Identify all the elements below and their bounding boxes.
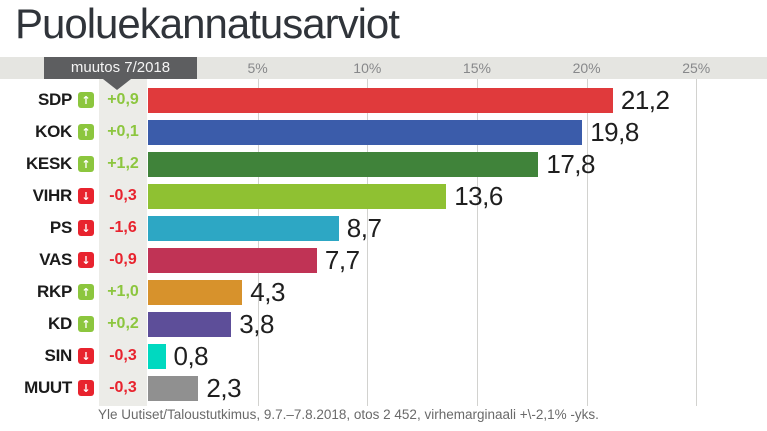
gridline	[696, 79, 697, 406]
axis-tick-label: 15%	[462, 60, 491, 76]
party-label: RKP	[37, 282, 72, 301]
value-label: 8,7	[346, 212, 382, 243]
party-label: PS	[49, 218, 72, 237]
chart-row: KD ↑ +0,2 3,8	[0, 308, 767, 340]
value-label: 19,8	[590, 116, 639, 147]
change-column-header: muutos 7/2018	[44, 57, 197, 79]
bar	[148, 375, 199, 401]
gridline	[477, 79, 478, 406]
value-label: 3,8	[239, 308, 274, 339]
value-label: 0,8	[173, 340, 209, 371]
party-label: SIN	[44, 346, 73, 365]
trend-down-icon: ↓	[78, 188, 94, 204]
value-label: 7,7	[324, 244, 360, 275]
bar	[148, 343, 166, 369]
trend-up-icon: ↑	[78, 156, 94, 172]
party-label: SDP	[37, 90, 72, 109]
party-label: MUUT	[24, 378, 72, 397]
trend-down-icon: ↓	[78, 380, 94, 396]
change-value: +1,0	[107, 283, 139, 300]
value-label: 21,2	[620, 84, 670, 115]
chart-row: KOK ↑ +0,1 19,8	[0, 116, 767, 148]
trend-down-icon: ↓	[78, 220, 94, 236]
trend-up-icon: ↑	[78, 92, 94, 108]
change-value: +1,2	[107, 155, 139, 172]
trend-up-icon: ↑	[78, 284, 94, 300]
bar	[148, 151, 539, 177]
axis-tick-label: 5%	[247, 60, 268, 76]
party-label: VAS	[39, 250, 72, 269]
gridline	[367, 79, 368, 406]
bar	[148, 87, 613, 113]
value-label: 4,3	[250, 276, 285, 307]
chart-row: SIN ↓ -0,3 0,8	[0, 340, 767, 372]
change-value: -0,3	[109, 187, 137, 204]
chart-row: KESK ↑ +1,2 17,8	[0, 148, 767, 180]
bar	[148, 119, 583, 145]
trend-down-icon: ↓	[78, 348, 94, 364]
chart-row: VAS ↓ -0,9 7,7	[0, 244, 767, 276]
trend-up-icon: ↑	[78, 316, 94, 332]
axis-tick-label: 10%	[353, 60, 382, 76]
value-label: 2,3	[206, 372, 242, 403]
chart-rows: SDP ↑ +0,9 21,2 KOK ↑ +0,1 19,8 KESK ↑ +1,2 17,8 VIH…	[0, 84, 767, 404]
change-value: -1,6	[109, 219, 137, 236]
gridline	[587, 79, 588, 406]
bar	[148, 311, 232, 337]
party-label: VIHR	[32, 186, 73, 205]
value-label: 17,8	[546, 148, 595, 179]
axis-header-band: muutos 7/2018 5% 10% 15% 20% 25%	[0, 57, 767, 79]
chart-row: SDP ↑ +0,9 21,2	[0, 84, 767, 116]
trend-up-icon: ↑	[78, 124, 94, 140]
bar	[148, 215, 339, 241]
change-column-strip	[99, 79, 147, 406]
bar	[148, 183, 447, 209]
trend-down-icon: ↓	[78, 252, 94, 268]
chart-row: PS ↓ -1,6 8,7	[0, 212, 767, 244]
change-value: +0,1	[107, 123, 139, 140]
gridline	[258, 79, 259, 406]
party-label: KESK	[25, 154, 72, 173]
chart-row: MUUT ↓ -0,3 2,3	[0, 372, 767, 404]
change-value: +0,2	[107, 315, 139, 332]
party-label: KD	[48, 314, 72, 333]
change-value: -0,3	[109, 379, 137, 396]
axis-tick-label: 20%	[572, 60, 601, 76]
value-label: 13,6	[454, 180, 503, 211]
party-label: KOK	[35, 122, 72, 141]
change-value: +0,9	[107, 91, 139, 108]
change-value: -0,3	[109, 347, 137, 364]
chart-row: VIHR ↓ -0,3 13,6	[0, 180, 767, 212]
source-note: Yle Uutiset/Taloustutkimus, 9.7.–7.8.201…	[98, 407, 599, 422]
pointer-down-icon	[103, 79, 131, 90]
page-title: Puoluekannatusarviot	[15, 0, 400, 47]
bar	[148, 247, 317, 273]
change-value: -0,9	[109, 251, 137, 268]
bar	[148, 279, 243, 305]
chart-row: RKP ↑ +1,0 4,3	[0, 276, 767, 308]
axis-tick-label: 25%	[682, 60, 711, 76]
